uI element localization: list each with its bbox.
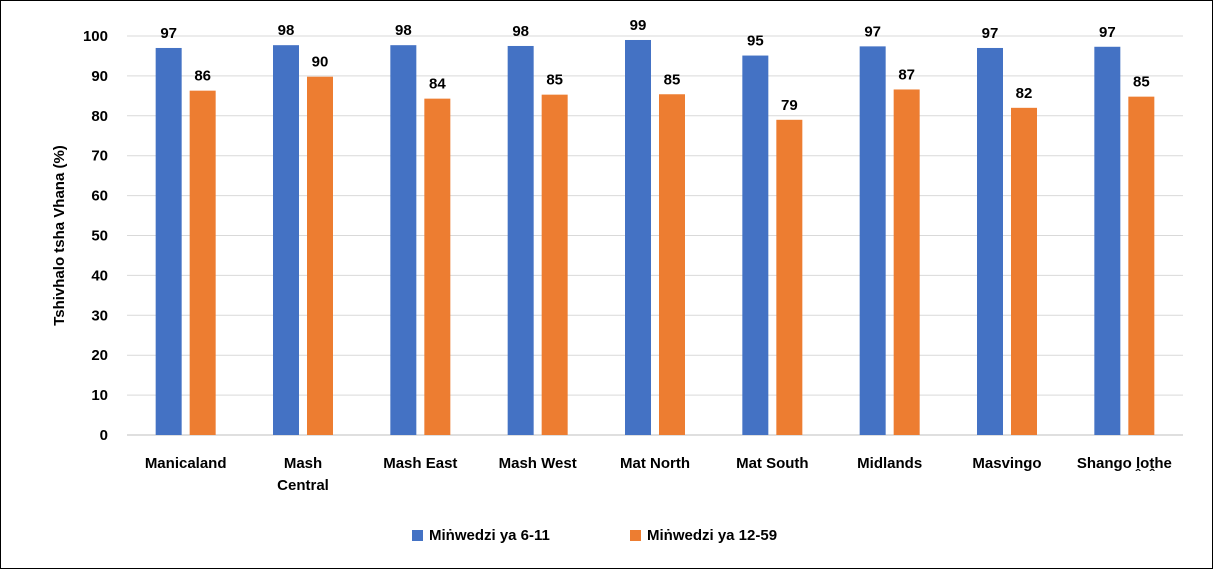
data-label: 84: [429, 76, 446, 93]
y-tick-label: 50: [91, 228, 108, 245]
bar-series-2: [424, 98, 451, 435]
bar-series-1: [273, 45, 299, 435]
legend-swatch: [630, 530, 641, 541]
bar-series-1: [155, 47, 182, 435]
data-label: 85: [664, 71, 681, 88]
x-tick-label: Mat South: [736, 455, 809, 472]
x-tick-label: Mash West: [499, 455, 577, 472]
y-tick-label: 40: [91, 267, 108, 284]
bar-series-2: [189, 90, 216, 436]
data-label: 79: [781, 97, 798, 114]
bar-series-1: [1094, 46, 1121, 435]
y-tick-label: 90: [91, 68, 108, 85]
y-tick-label: 20: [91, 347, 108, 364]
data-label: 95: [747, 33, 764, 50]
data-label: 90: [312, 54, 329, 71]
bar-series-1: [390, 45, 417, 435]
y-tick-label: 70: [91, 148, 108, 165]
y-axis-title: Tshivhalo tsha Vhana (%): [51, 145, 68, 326]
x-tick-label: Mash East: [383, 455, 457, 472]
y-tick-label: 10: [91, 387, 108, 404]
data-label: 86: [194, 68, 211, 85]
x-tick-label: Central: [277, 477, 329, 494]
data-label: 97: [864, 23, 881, 40]
x-tick-label: Shango ḽoṱhe: [1077, 455, 1172, 472]
bar-series-1: [977, 47, 1003, 435]
bar-series-1: [625, 39, 651, 436]
data-label: 98: [512, 23, 529, 40]
data-label: 97: [1099, 24, 1116, 41]
x-tick-label: Manicaland: [145, 455, 227, 472]
x-tick-label: Midlands: [857, 455, 922, 472]
bar-series-2: [1011, 107, 1037, 435]
bar-series-1: [507, 45, 534, 435]
data-label: 82: [1016, 85, 1033, 102]
data-label: 99: [630, 17, 647, 34]
bar-series-1: [859, 46, 886, 436]
y-tick-label: 60: [91, 188, 108, 205]
data-label: 98: [395, 22, 412, 39]
data-label: 97: [160, 25, 177, 42]
data-label: 85: [546, 72, 563, 89]
legend-label: Miṅwedzi ya 12-59: [647, 527, 777, 544]
y-tick-label: 30: [91, 307, 108, 324]
data-label: 98: [278, 22, 295, 39]
bar-series-2: [776, 119, 803, 435]
bar-series-2: [1128, 96, 1155, 435]
x-tick-label: Mash: [284, 455, 322, 472]
data-label: 85: [1133, 74, 1150, 91]
data-label: 97: [982, 25, 999, 42]
x-tick-label: Masvingo: [972, 455, 1041, 472]
bar-series-2: [307, 76, 333, 435]
bar-series-2: [659, 94, 685, 435]
bar-series-2: [893, 89, 920, 435]
y-tick-label: 100: [83, 28, 108, 45]
bar-series-1: [742, 55, 769, 436]
x-tick-label: Mat North: [620, 455, 690, 472]
legend-label: Miṅwedzi ya 6-11: [429, 527, 550, 544]
y-tick-label: 0: [100, 427, 108, 444]
data-label: 87: [898, 66, 915, 83]
y-tick-label: 80: [91, 108, 108, 125]
bar-series-2: [541, 94, 568, 435]
legend-swatch: [412, 530, 423, 541]
